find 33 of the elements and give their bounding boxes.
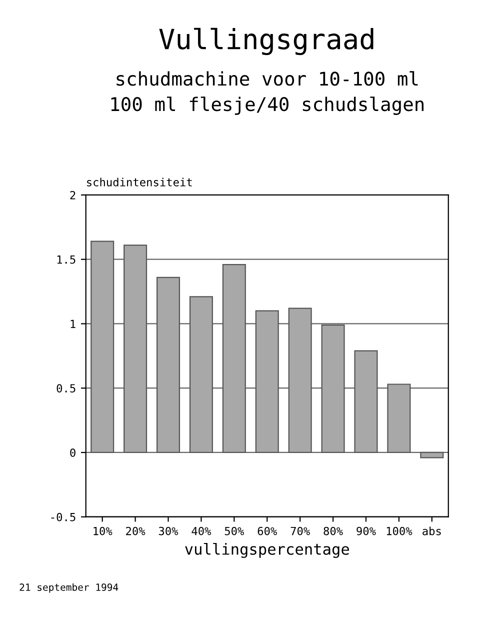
y-tick-label: 2 (70, 190, 76, 200)
x-tick-label: 50% (224, 526, 244, 536)
x-tick-label: 60% (258, 526, 277, 536)
x-tick-label: 30% (158, 526, 178, 536)
bar (255, 310, 279, 454)
x-tick-label: 90% (356, 526, 376, 536)
x-tick-label: abs (422, 526, 441, 536)
bar (189, 296, 213, 454)
bar (222, 264, 246, 454)
bar (90, 240, 114, 454)
bar (387, 384, 411, 454)
y-tick-label: 1 (70, 320, 76, 328)
x-tick-label: 70% (290, 526, 310, 536)
y-tick-label: 0.5 (56, 384, 76, 393)
y-tick-label: 0 (70, 448, 76, 457)
x-tick-label: 40% (192, 526, 212, 536)
bar (354, 350, 378, 454)
y-tick-label: -0.5 (51, 512, 76, 522)
bar (420, 452, 444, 458)
chart-title: Vullingsgraad (159, 28, 374, 56)
x-axis-title: vullingspercentage (185, 542, 349, 558)
bar (288, 308, 312, 454)
chart-subtitle: schudmachine voor 10-100 ml 100 ml flesje/40 schudslagen (111, 71, 424, 115)
bar (124, 244, 148, 454)
y-axis-title: schudintensiteit (87, 178, 192, 186)
x-tick-label: 100% (386, 526, 412, 536)
text: 21 september 1994 (20, 583, 118, 593)
y-tick-label: 1.5 (57, 256, 76, 264)
x-tick-label: 20% (126, 526, 146, 536)
bar (156, 276, 180, 454)
x-tick-label: 10% (94, 526, 112, 536)
x-tick-label: 80% (324, 526, 343, 536)
bar (321, 324, 345, 454)
